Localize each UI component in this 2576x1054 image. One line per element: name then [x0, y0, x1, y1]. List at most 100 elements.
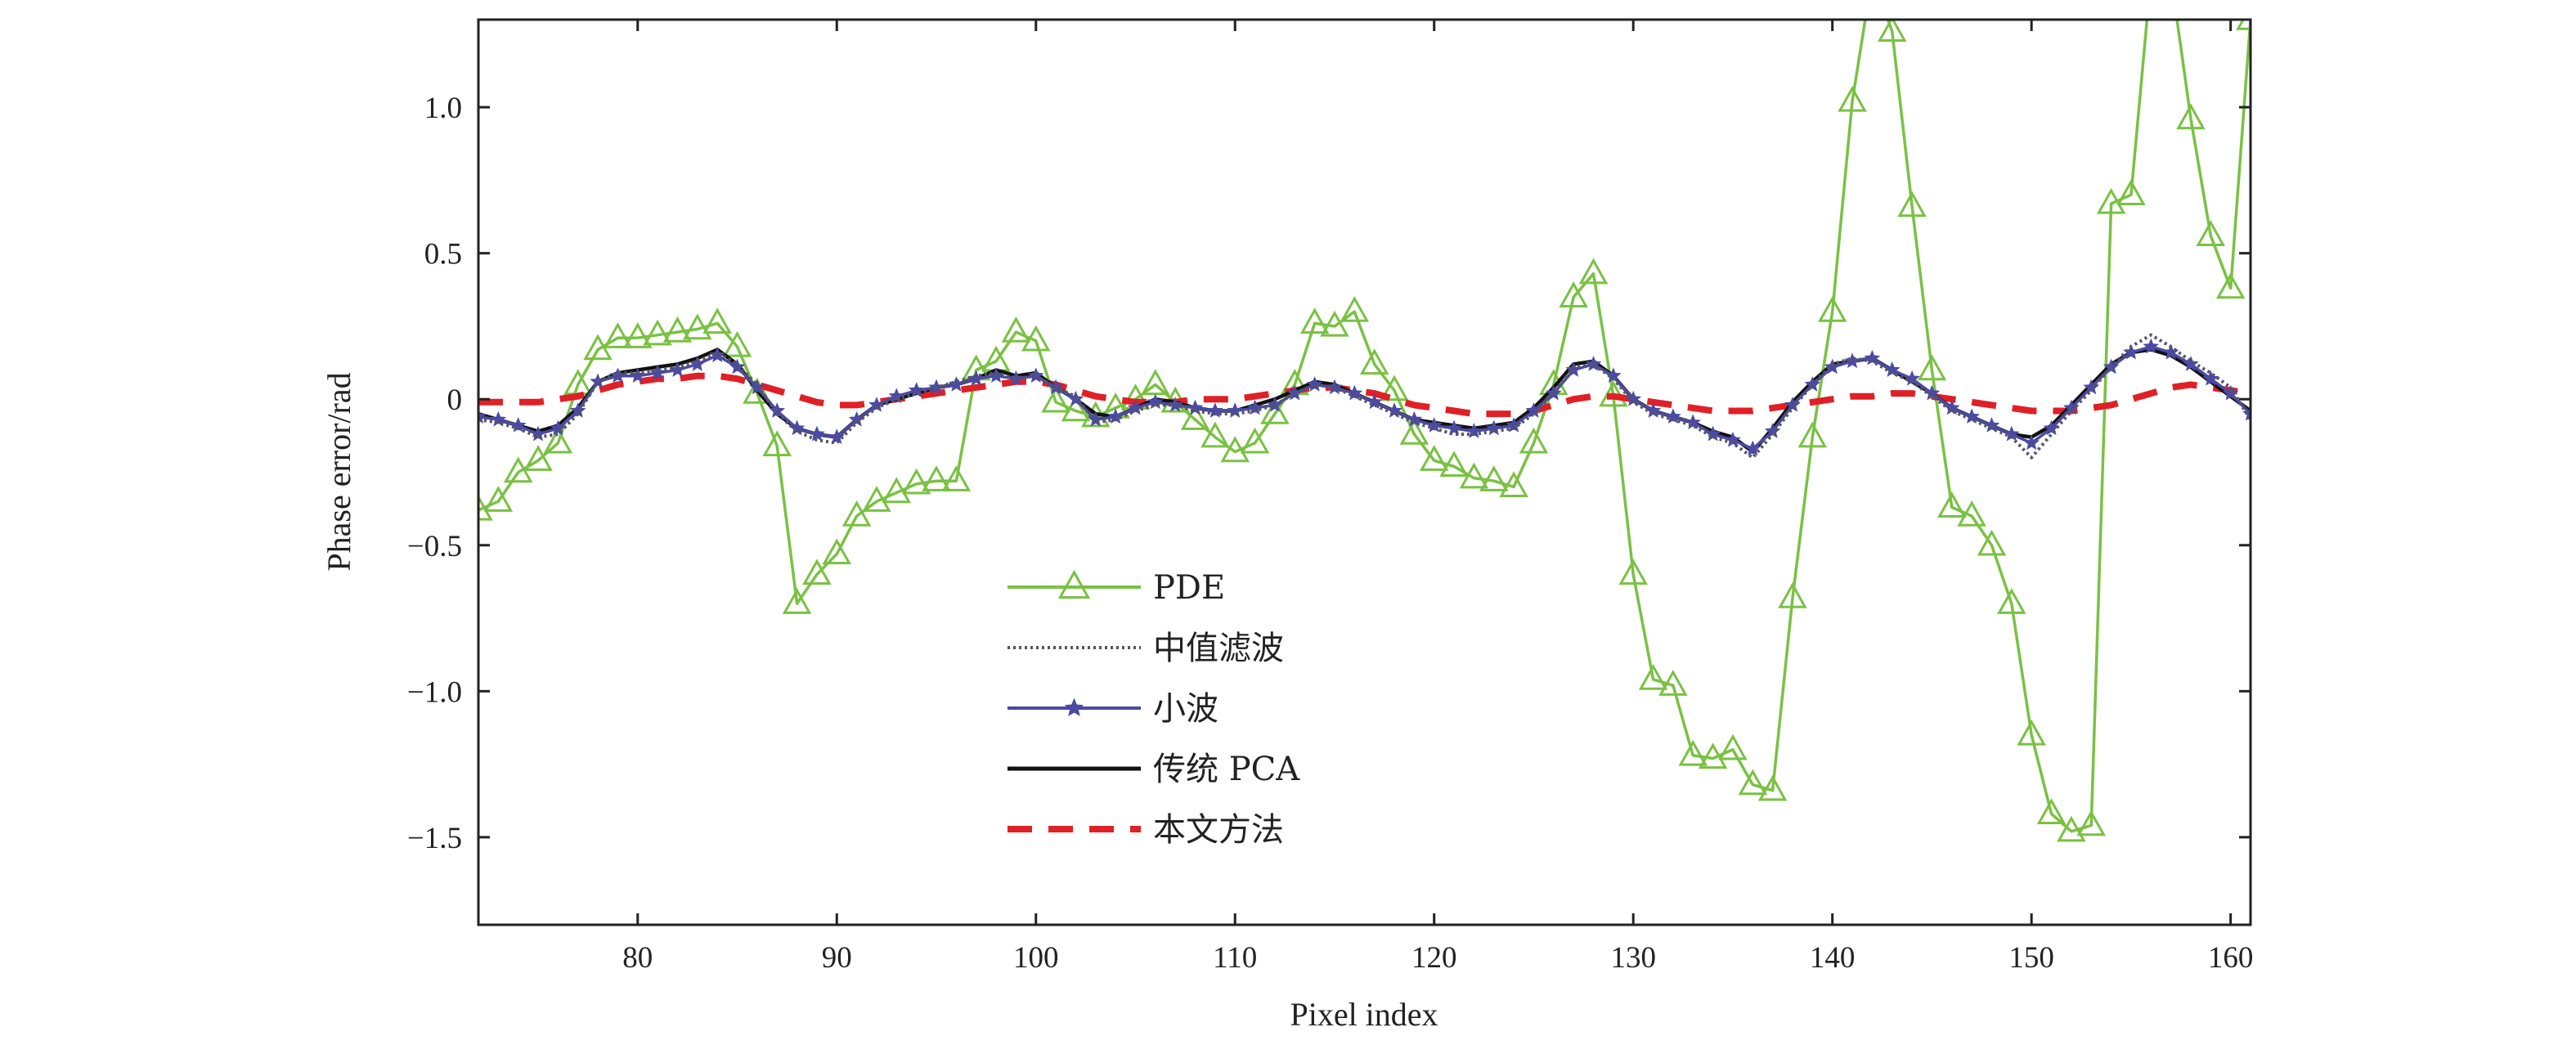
pde-point — [1220, 436, 1250, 463]
pde-point — [478, 494, 493, 521]
x-tick-label: 110 — [1213, 941, 1257, 975]
wavelet-point — [1525, 402, 1542, 418]
pde-point — [1937, 491, 1967, 518]
x-tick-label: 120 — [1411, 941, 1457, 975]
series-0 — [478, 20, 2251, 842]
pde-point — [1459, 462, 1489, 489]
wavelet-point — [1446, 419, 1462, 436]
pde-point — [1638, 663, 1668, 690]
pde-point — [1957, 500, 1986, 527]
wavelet-point — [609, 367, 626, 383]
pde-point — [1041, 386, 1070, 413]
pde-point — [2036, 798, 2067, 825]
pde-point — [1399, 419, 1429, 445]
wavelet-point — [2143, 338, 2160, 354]
pde-point — [1380, 375, 1409, 401]
legend-marker — [1064, 697, 1084, 716]
pde-point — [1897, 191, 1927, 218]
wavelet-point — [2183, 356, 2199, 371]
wavelet-point — [809, 425, 825, 442]
pde-point — [782, 588, 812, 614]
pde-point — [922, 465, 951, 491]
y-tick-label: −0.5 — [407, 530, 462, 563]
x-tick-label: 140 — [1810, 941, 1856, 975]
plot-frame — [477, 18, 2252, 926]
pde-point — [1917, 354, 1947, 381]
legend-item: 本文方法 — [1008, 811, 1284, 849]
x-tick-label: 100 — [1013, 941, 1059, 975]
pde-point — [1877, 20, 1907, 42]
wavelet-point — [1744, 440, 1761, 456]
legend-label: 传统 PCA — [1153, 751, 1300, 788]
series-4 — [478, 372, 2251, 418]
y-axis-title: Phase error/rad — [321, 372, 357, 571]
y-tick-label: 0.5 — [424, 238, 462, 271]
wavelet-point — [550, 419, 567, 436]
wavelet-point — [1545, 384, 1562, 401]
wavelet-point — [1844, 352, 1860, 369]
pde-point — [1439, 451, 1469, 478]
pde-point — [2176, 103, 2206, 130]
x-tick-label: 130 — [1610, 941, 1656, 975]
pde-point — [1141, 369, 1170, 396]
pde-point — [683, 313, 712, 340]
x-tick-label: 80 — [622, 941, 653, 975]
legend-item: 传统 PCA — [1008, 751, 1300, 788]
pde-point — [1977, 529, 2007, 556]
pde-point — [1817, 296, 1847, 322]
series-4-line — [478, 372, 2251, 418]
x-tick-label: 90 — [822, 941, 852, 975]
pde-point — [901, 468, 931, 495]
pde-point — [882, 477, 912, 504]
y-tick-label: −1.0 — [407, 675, 462, 709]
legend-item: PDE — [1008, 569, 1225, 607]
legend-label: 本文方法 — [1153, 811, 1284, 849]
y-tick-label: 0 — [447, 383, 463, 417]
wavelet-point — [1087, 410, 1104, 427]
pde-point — [1200, 421, 1230, 448]
wavelet-point — [709, 347, 725, 362]
pde-point — [1718, 733, 1748, 760]
pde-point — [543, 427, 573, 454]
pde-point — [1738, 769, 1768, 796]
legend-marker — [1057, 569, 1091, 599]
wavelet-point — [1585, 356, 1602, 371]
wavelet-point — [948, 376, 965, 392]
pde-point — [1340, 296, 1370, 322]
pde-point — [1479, 465, 1509, 491]
wavelet-point — [2222, 384, 2239, 401]
wavelet-point — [1366, 393, 1383, 410]
pde-point — [1559, 281, 1588, 307]
pde-point — [1260, 398, 1290, 424]
pde-point — [483, 486, 514, 512]
pde-point — [1997, 588, 2026, 614]
pde-point — [643, 319, 672, 346]
pde-point — [1519, 427, 1549, 454]
pde-point — [2096, 187, 2126, 214]
pde-point — [1658, 670, 1688, 696]
wavelet-point — [649, 364, 666, 380]
pde-point — [603, 322, 633, 348]
pde-point — [941, 465, 972, 491]
pde-point — [1757, 774, 1788, 801]
wavelet-point — [1008, 370, 1025, 386]
wavelet-point — [1704, 425, 1721, 442]
pde-point — [1299, 307, 1330, 334]
pde-point — [1698, 742, 1728, 769]
pde-point — [1797, 421, 1828, 448]
legend-label: PDE — [1153, 569, 1225, 607]
pde-point — [662, 316, 693, 343]
pde-point — [841, 500, 872, 527]
pde-point — [1061, 395, 1091, 422]
pde-point — [862, 486, 891, 512]
x-axis: 80 90 100 110 120 130 140 150 160 — [622, 20, 2253, 975]
pde-point — [1240, 427, 1270, 454]
wavelet-point — [888, 388, 905, 403]
wavelet-point — [2023, 434, 2040, 451]
pde-point — [1419, 445, 1449, 471]
pde-point — [702, 307, 732, 334]
wavelet-point — [1824, 358, 1841, 375]
pde-point — [2215, 272, 2246, 299]
pde-point — [523, 445, 553, 471]
